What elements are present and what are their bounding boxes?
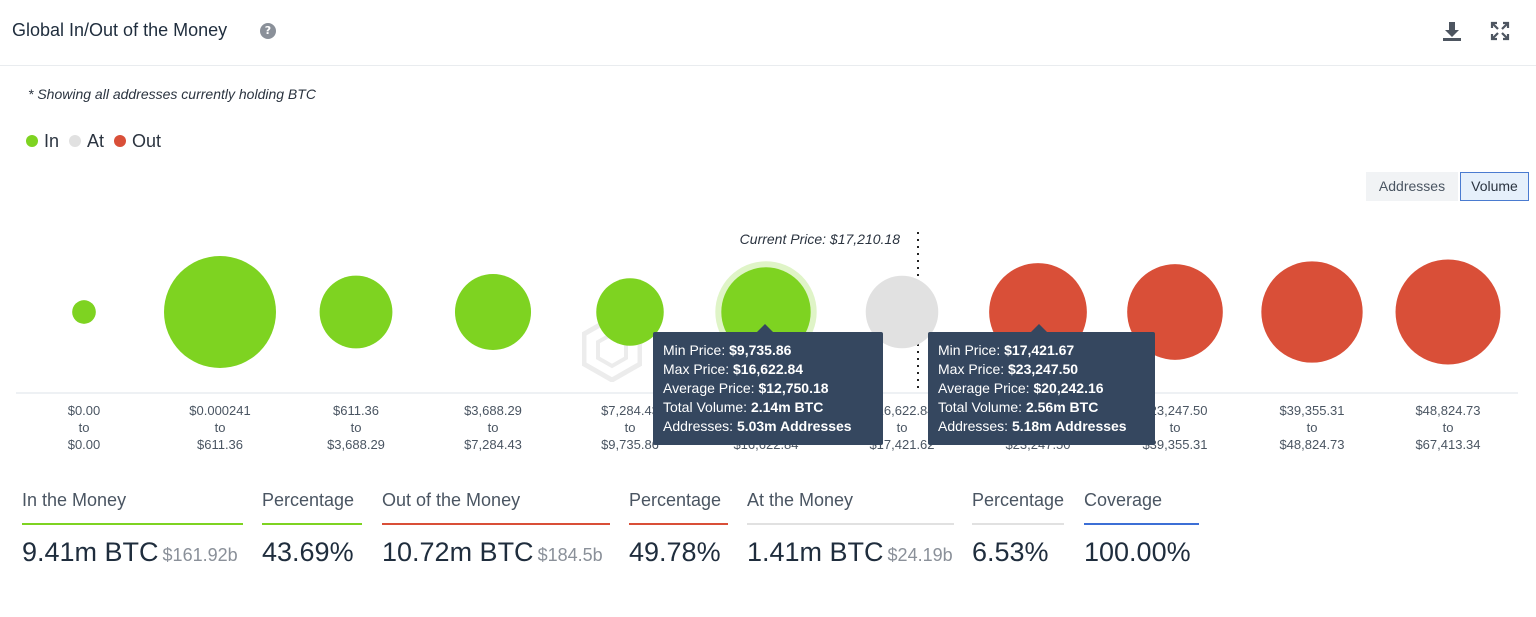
bubble-range-label: $611.36	[197, 437, 243, 452]
bubble-range-label: $17,421.62	[869, 437, 934, 452]
bubble-range-label: $0.00	[68, 437, 101, 452]
bubble-range-label: $39,355.31	[1142, 437, 1207, 452]
bubble-range-label: $3,688.29	[327, 437, 385, 452]
legend-dot-at	[69, 135, 82, 147]
bubble-range-label: $9,735.86	[601, 437, 659, 452]
bubble-range-label: $48,824.73	[1415, 403, 1480, 418]
tooltip-row: Average Price: $12,750.18	[663, 380, 829, 396]
stat-label: Out of the Money	[382, 490, 521, 510]
bubble-in	[319, 275, 393, 349]
bubble-in	[596, 278, 664, 346]
stat-bar-in	[22, 523, 243, 525]
legend-item-in[interactable]: In	[26, 131, 59, 152]
bubble-range-label: to	[488, 420, 499, 435]
stat-value: 49.78%	[629, 537, 721, 567]
legend-item-out[interactable]: Out	[114, 131, 161, 152]
stat-label: At the Money	[747, 490, 854, 510]
stat-usd: $184.5b	[537, 545, 603, 565]
stat-bar-at-pct	[972, 523, 1064, 525]
bubble-range-label: $23,247.50	[1142, 403, 1207, 418]
stat-out-percentage: Percentage 49.78%	[629, 490, 728, 568]
tooltip-row: Max Price: $23,247.50	[938, 361, 1079, 377]
current-price-label: Current Price: $17,210.18	[740, 231, 901, 247]
bubble-range-label: $7,284.43	[601, 403, 659, 418]
tooltip-row: Min Price: $17,421.67	[938, 342, 1075, 358]
legend-dot-in	[26, 135, 38, 147]
stat-usd: $24.19b	[887, 545, 953, 565]
bubble-range-label: to	[1443, 420, 1454, 435]
stat-bar-out	[382, 523, 610, 525]
legend-label-out: Out	[132, 130, 162, 151]
download-icon[interactable]	[1441, 20, 1463, 42]
bubble-out	[1395, 259, 1501, 365]
stat-value: 9.41m BTC $161.92b	[22, 537, 238, 567]
holding-note: * Showing all addresses currently holdin…	[28, 86, 316, 102]
bubble-range-label: to	[351, 420, 362, 435]
bubble-in	[164, 256, 276, 368]
widget-header: Global In/Out of the Money ?	[0, 0, 1536, 66]
bubble-range-label: to	[1170, 420, 1181, 435]
tooltip-row: Total Volume: 2.56m BTC	[938, 399, 1099, 415]
bubble-range-label: $16,622.84	[869, 403, 934, 418]
legend-label-at: At	[87, 130, 105, 151]
stat-usd: $161.92b	[162, 545, 238, 565]
stat-bar-at	[747, 523, 954, 525]
stat-at-percentage: Percentage 6.53%	[972, 490, 1064, 568]
tooltip-row: Min Price: $9,735.86	[663, 342, 792, 358]
bubble-range-label: $0.000241	[189, 403, 250, 418]
addresses-toggle-button[interactable]: Addresses	[1366, 172, 1458, 201]
stat-value: 10.72m BTC $184.5b	[382, 537, 603, 567]
stat-bar-coverage	[1084, 523, 1199, 525]
tooltip-row: Average Price: $20,242.16	[938, 380, 1104, 396]
cluster-tooltip-in: Min Price: $9,735.86 Max Price: $16,622.…	[653, 324, 883, 445]
stat-out-of-the-money: Out of the Money 10.72m BTC $184.5b	[382, 490, 610, 568]
bubble-range-label: to	[215, 420, 226, 435]
bubble-range-label: $3,688.29	[464, 403, 522, 418]
cluster-tooltip-out: Min Price: $17,421.67 Max Price: $23,247…	[928, 324, 1155, 445]
stat-at-the-money: At the Money 1.41m BTC $24.19b	[747, 490, 954, 568]
stat-in-percentage: Percentage 43.69%	[262, 490, 362, 568]
bubble-range-label: $39,355.31	[1279, 403, 1344, 418]
bubble-range-label: to	[1307, 420, 1318, 435]
tooltip-row: Total Volume: 2.14m BTC	[663, 399, 824, 415]
bubble-range-label: $67,413.34	[1415, 437, 1480, 452]
stat-label: Coverage	[1084, 490, 1163, 510]
bubble-range-label: $48,824.73	[1279, 437, 1344, 452]
bubble-range-label: to	[79, 420, 90, 435]
stat-value: 6.53%	[972, 537, 1049, 567]
stat-label: Percentage	[972, 490, 1065, 510]
bubble-range-label: to	[625, 420, 636, 435]
bubble-at	[865, 275, 939, 349]
stat-value: 1.41m BTC $24.19b	[747, 537, 953, 567]
stat-bar-out-pct	[629, 523, 728, 525]
legend-label-in: In	[44, 130, 60, 151]
bubble-out	[1261, 261, 1363, 363]
bubble-range-label: $611.36	[333, 403, 379, 418]
expand-icon[interactable]	[1489, 20, 1511, 42]
bubble-in	[454, 273, 532, 351]
bubble-range-label: to	[897, 420, 908, 435]
stat-coverage: Coverage 100.00%	[1084, 490, 1199, 568]
stat-value: 100.00%	[1084, 537, 1191, 567]
stat-label: Percentage	[629, 490, 722, 510]
widget-title: Global In/Out of the Money	[12, 20, 228, 40]
stat-value: 43.69%	[262, 537, 354, 567]
stat-in-the-money: In the Money 9.41m BTC $161.92b	[22, 490, 243, 568]
stat-label: In the Money	[22, 490, 127, 510]
help-icon[interactable]: ?	[260, 23, 276, 39]
stat-label: Percentage	[262, 490, 355, 510]
legend-dot-out	[114, 135, 127, 147]
bubble-range-label: $7,284.43	[464, 437, 522, 452]
legend: In At Out	[26, 130, 171, 152]
stat-bar-in-pct	[262, 523, 362, 525]
tooltip-row: Addresses: 5.18m Addresses	[938, 418, 1127, 434]
bubble-range-label: $0.00	[68, 403, 101, 418]
legend-item-at[interactable]: At	[69, 131, 104, 152]
tooltip-row: Addresses: 5.03m Addresses	[663, 418, 852, 434]
tooltip-row: Max Price: $16,622.84	[663, 361, 804, 377]
bubble-in	[72, 300, 96, 324]
volume-toggle-button[interactable]: Volume	[1460, 172, 1529, 201]
